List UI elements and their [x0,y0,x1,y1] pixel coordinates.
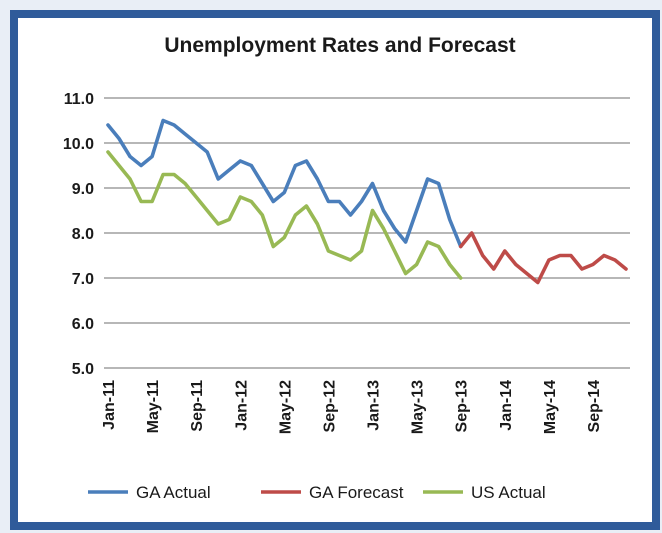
x-tick-label: Jan-12 [233,380,250,431]
chart-title: Unemployment Rates and Forecast [164,34,515,57]
chart-frame: Unemployment Rates and Forecast 5.0 6.0 7.… [10,10,660,530]
series-line-us-actual [106,150,463,280]
series-lines [106,118,628,285]
x-tick-label: May-11 [145,380,162,433]
x-tick-label: Jan-13 [366,380,383,431]
x-axis-ticks: Jan-11 May-11 Sep-11 Jan-12 May-12 Sep-12 Jan-… [101,380,603,434]
x-tick-label: May-14 [542,380,559,434]
legend-label: GA Forecast [309,483,404,502]
y-tick-label: 11.0 [64,91,94,108]
x-tick-label: Sep-11 [189,380,206,432]
line-chart: Unemployment Rates and Forecast 5.0 6.0 7.… [63,34,630,502]
x-tick-label: May-13 [410,380,427,434]
legend: GA Actual GA Forecast US Actual [88,483,546,502]
y-tick-label: 10.0 [63,136,94,153]
y-axis-ticks: 5.0 6.0 7.0 8.0 9.0 10.0 11.0 [63,91,94,378]
series-line-ga-actual [106,118,463,249]
legend-label: GA Actual [136,483,211,502]
y-tick-label: 8.0 [72,226,94,243]
x-tick-label: Sep-14 [586,380,603,433]
x-tick-label: Jan-11 [101,380,118,430]
x-tick-label: Jan-14 [498,380,515,431]
x-tick-label: May-12 [277,380,294,434]
y-tick-label: 5.0 [72,361,94,378]
series-line-ga-forecast [458,231,628,285]
x-tick-label: Sep-12 [321,380,338,433]
gridlines [104,97,630,369]
legend-label: US Actual [471,483,546,502]
x-tick-label: Sep-13 [454,380,471,433]
y-tick-label: 6.0 [72,316,94,333]
y-tick-label: 9.0 [72,181,94,198]
y-tick-label: 7.0 [72,271,94,288]
